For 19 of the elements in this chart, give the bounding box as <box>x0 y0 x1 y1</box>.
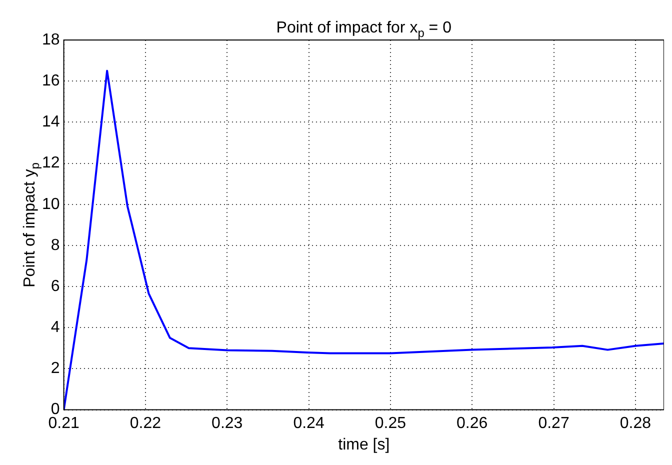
x-tick-label: 0.22 <box>130 414 162 432</box>
y-tick-label: 14 <box>42 114 60 131</box>
x-tick-label: 0.25 <box>374 414 406 432</box>
y-tick-label: 12 <box>42 154 60 172</box>
y-axis-title: Point of impact yp <box>21 162 42 288</box>
y-tick-label: 4 <box>50 319 60 336</box>
x-tick-label: 0.28 <box>620 414 652 432</box>
y-tick-label: 18 <box>42 31 60 48</box>
x-tick-label: 0.23 <box>212 414 243 432</box>
x-tick-label: 0.26 <box>456 414 488 432</box>
y-tick-label: 2 <box>50 360 60 378</box>
x-tick-label: 0.24 <box>293 414 324 432</box>
x-tick-label: 0.27 <box>538 414 570 432</box>
x-tick-label: 0.21 <box>48 414 80 432</box>
y-tick-label: 16 <box>42 72 60 90</box>
y-tick-label: 10 <box>42 196 60 213</box>
y-tick-label: 6 <box>50 278 60 295</box>
y-tick-label: 8 <box>50 236 60 254</box>
x-axis-title: time [s] <box>338 436 390 454</box>
